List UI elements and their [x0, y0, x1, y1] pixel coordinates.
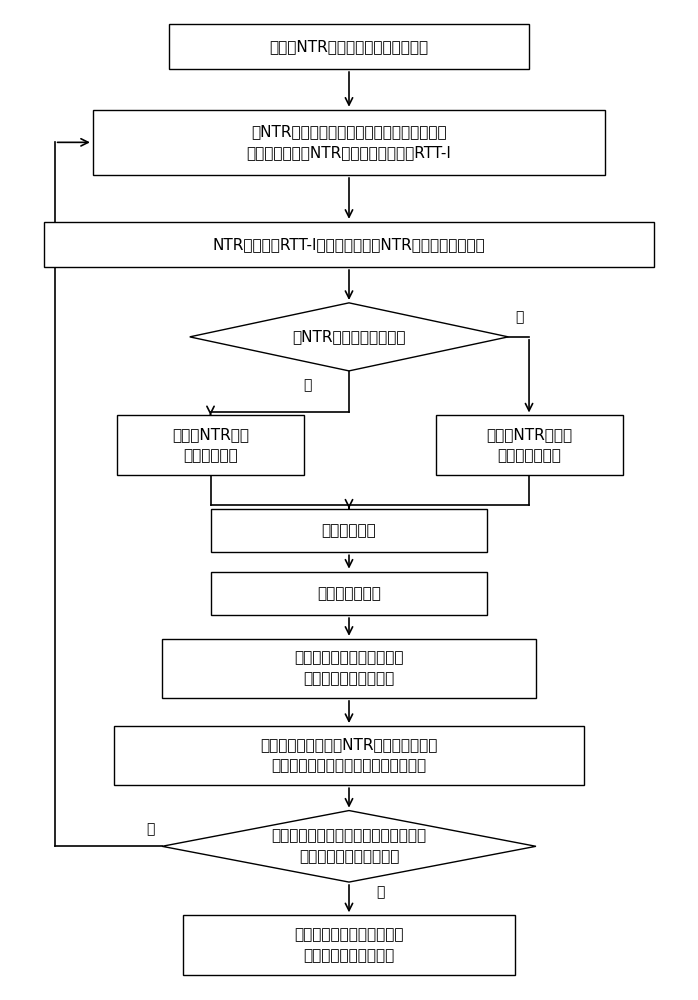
- Text: NTR节点记录RTT-I到达时间并向非NTR节点发送反馈信息: NTR节点记录RTT-I到达时间并向非NTR节点发送反馈信息: [213, 237, 485, 252]
- Polygon shape: [190, 303, 508, 371]
- Polygon shape: [162, 811, 536, 882]
- FancyBboxPatch shape: [211, 572, 487, 615]
- Text: 测量时间的时间相位修正值
和时钟温漂频率修正值: 测量时间的时间相位修正值 和时钟温漂频率修正值: [295, 650, 403, 686]
- Text: 计算有效新息: 计算有效新息: [322, 523, 376, 538]
- Text: 系统进入时间同步保持状态
进行时间品质等级评定: 系统进入时间同步保持状态 进行时间品质等级评定: [295, 927, 403, 963]
- Text: 非NTR节点接收广播信标，确定同步时隙，更
新本地时钟，向NTR节点发送询问信息RTT-I: 非NTR节点接收广播信标，确定同步时隙，更 新本地时钟，向NTR节点发送询问信息…: [246, 124, 452, 160]
- Text: 非NTR节点收到反馈信息: 非NTR节点收到反馈信息: [292, 329, 406, 344]
- FancyBboxPatch shape: [436, 415, 623, 475]
- Text: 计算下一更新周期非NTR节点的本地时钟
预测值并更新误差状态协方差推移矩阵: 计算下一更新周期非NTR节点的本地时钟 预测值并更新误差状态协方差推移矩阵: [260, 738, 438, 774]
- Text: 建立非NTR节点的本地时钟参数模型: 建立非NTR节点的本地时钟参数模型: [269, 39, 429, 54]
- FancyBboxPatch shape: [162, 639, 536, 698]
- Text: 否: 否: [147, 822, 155, 836]
- Text: 否: 否: [515, 310, 524, 324]
- Text: 计算卡尔曼增益: 计算卡尔曼增益: [317, 586, 381, 601]
- FancyBboxPatch shape: [183, 915, 515, 975]
- FancyBboxPatch shape: [169, 24, 529, 69]
- Text: 计算非NTR节点
的测量时间值: 计算非NTR节点 的测量时间值: [172, 427, 249, 463]
- FancyBboxPatch shape: [211, 509, 487, 552]
- Text: 计算非NTR节点的
本地时钟预测值: 计算非NTR节点的 本地时钟预测值: [486, 427, 572, 463]
- Text: 误差状态协方差矩阵中的时间相位误差
值均小于预设的收敛门限: 误差状态协方差矩阵中的时间相位误差 值均小于预设的收敛门限: [272, 828, 426, 864]
- Text: 是: 是: [377, 886, 385, 900]
- FancyBboxPatch shape: [117, 415, 304, 475]
- Text: 是: 是: [303, 378, 311, 392]
- FancyBboxPatch shape: [93, 110, 605, 175]
- FancyBboxPatch shape: [114, 726, 584, 785]
- FancyBboxPatch shape: [45, 222, 653, 267]
